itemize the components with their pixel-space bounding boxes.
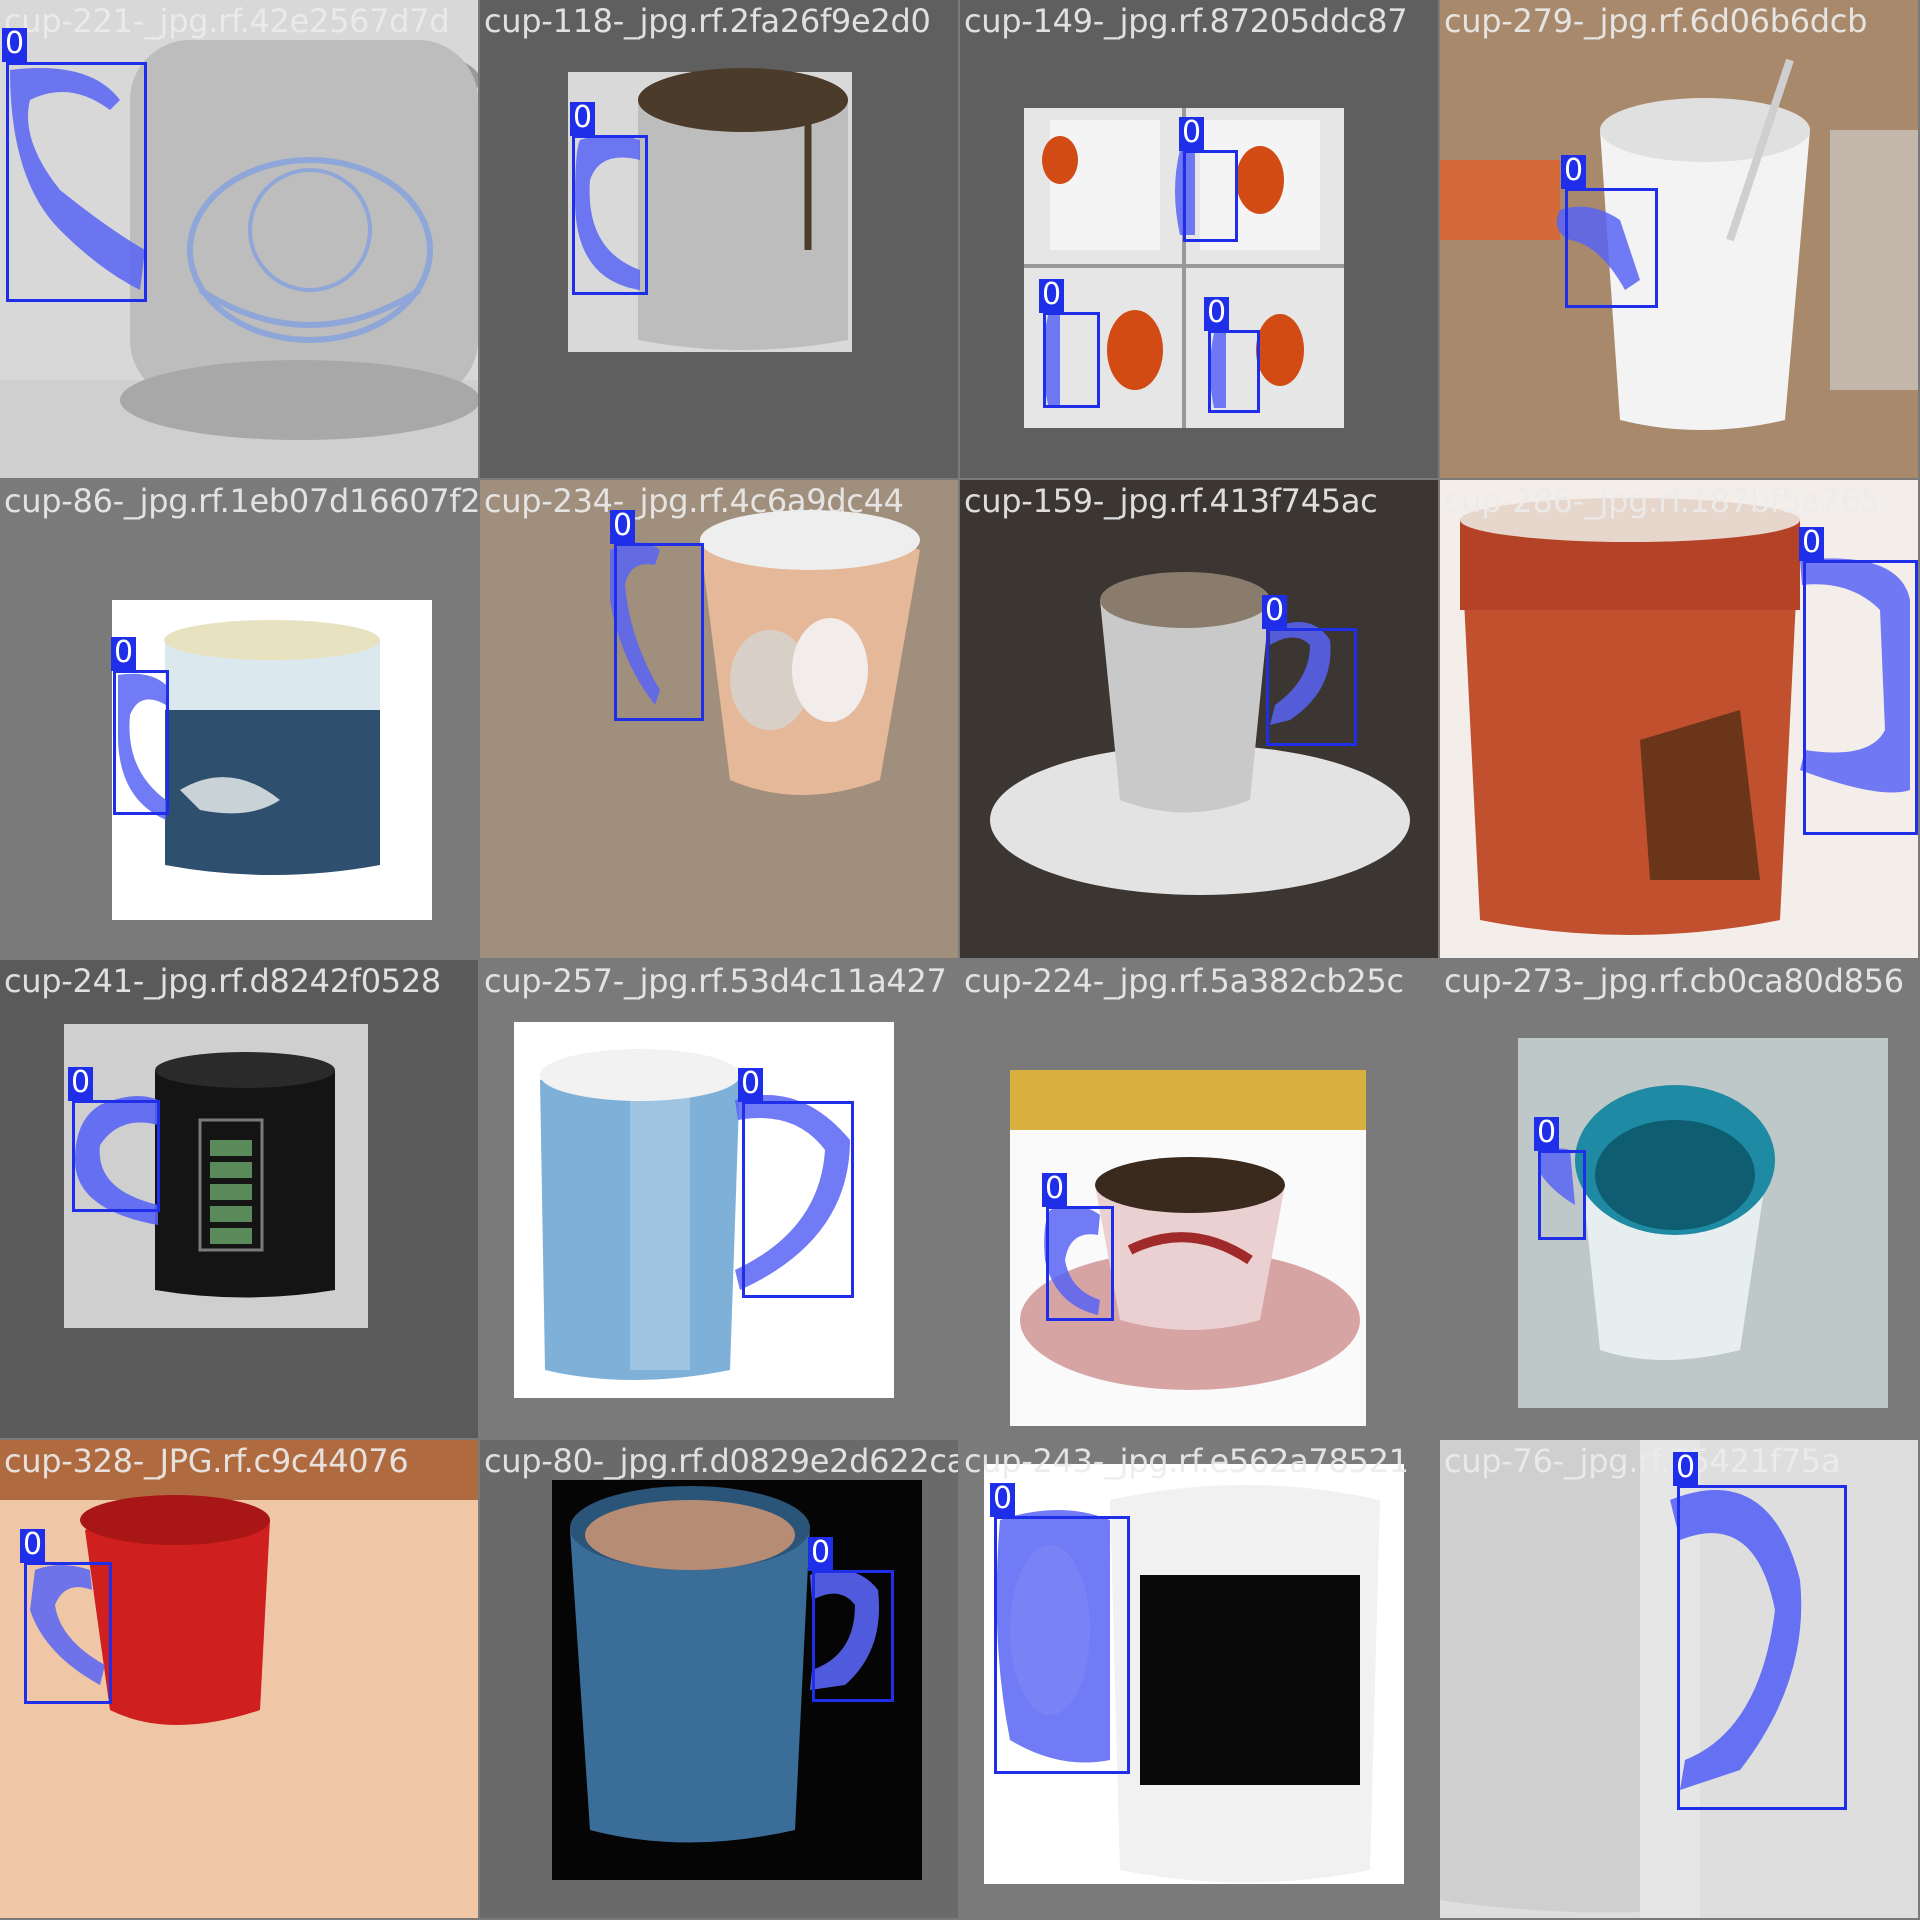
bounding-box: [72, 1100, 160, 1212]
photo-cup-glass-tea: [1440, 480, 1918, 958]
tile-filename: cup-279-_jpg.rf.6d06b6dcb: [1444, 2, 1868, 40]
photo-cup-gray-university-mug: [0, 0, 478, 478]
tile-filename: cup-221-_jpg.rf.42e2567d7d: [4, 2, 450, 40]
tile-filename: cup-286-_jpg.rf.187bf5a765: [1444, 482, 1881, 520]
bounding-box: [572, 135, 648, 295]
photo-cup-coffee-drip: [480, 0, 958, 478]
class-label: 0: [1179, 117, 1205, 151]
class-label: 0: [1673, 1452, 1699, 1486]
bounding-box: [1803, 560, 1918, 835]
class-label: 0: [20, 1529, 46, 1563]
bounding-box: [113, 670, 169, 815]
segmentation-mask: [1044, 1206, 1100, 1315]
tile-filename: cup-243-_jpg.rf.e562a78521: [964, 1442, 1409, 1480]
bounding-box: [614, 543, 704, 721]
tile-cup-279: 0 cup-279-_jpg.rf.6d06b6dcb: [1440, 0, 1918, 478]
tile-cup-76: 0 cup-76-_jpg.rf.75421f75a: [1440, 1440, 1918, 1918]
tile-cup-86: 0 cup-86-_jpg.rf.1eb07d16607f25: [0, 480, 478, 958]
photo-cup-blue-starbucks-mug: [480, 960, 958, 1438]
tile-filename: cup-257-_jpg.rf.53d4c11a427: [484, 962, 947, 1000]
class-label: 0: [610, 510, 636, 544]
bounding-box: [1538, 1150, 1586, 1240]
class-label: 0: [1204, 297, 1230, 331]
tile-filename: cup-224-_jpg.rf.5a382cb25c: [964, 962, 1404, 1000]
tile-filename: cup-159-_jpg.rf.413f745ac: [964, 482, 1378, 520]
tile-cup-221: 0 cup-221-_jpg.rf.42e2567d7d: [0, 0, 478, 478]
class-label: 0: [1262, 595, 1288, 629]
segmentation-mask: [75, 1096, 158, 1225]
tile-filename: cup-241-_jpg.rf.d8242f0528: [4, 962, 441, 1000]
tile-filename: cup-234-_jpg.rf.4c6a9dc44: [484, 482, 904, 520]
tile-cup-159: 0 cup-159-_jpg.rf.413f745ac: [960, 480, 1438, 958]
segmentation-mask: [118, 673, 166, 820]
tile-cup-149: 0 0 0 cup-149-_jpg.rf.87205ddc87: [960, 0, 1438, 478]
bounding-box: [1565, 188, 1658, 308]
class-label: 0: [68, 1067, 94, 1101]
tile-cup-224: 0 cup-224-_jpg.rf.5a382cb25c: [960, 960, 1438, 1438]
tile-cup-273: 0 cup-273-_jpg.rf.cb0ca80d856: [1440, 960, 1918, 1438]
bounding-box: [1677, 1485, 1847, 1810]
class-label: 0: [1042, 1173, 1068, 1207]
tile-filename: cup-273-_jpg.rf.cb0ca80d856: [1444, 962, 1904, 1000]
tile-cup-80: 0 cup-80-_jpg.rf.d0829e2d622ca: [480, 1440, 958, 1918]
class-label: 0: [1799, 527, 1825, 561]
bounding-box: [1266, 628, 1357, 746]
tile-cup-257: 0 cup-257-_jpg.rf.53d4c11a427: [480, 960, 958, 1438]
tile-cup-234: 0 cup-234-_jpg.rf.4c6a9dc44: [480, 480, 958, 958]
segmentation-mask: [996, 1510, 1110, 1763]
class-label: 0: [1039, 279, 1065, 313]
tile-filename: cup-80-_jpg.rf.d0829e2d622ca: [484, 1442, 958, 1480]
segmentation-mask: [30, 1565, 105, 1685]
class-label: 0: [808, 1537, 834, 1571]
bounding-box: [812, 1570, 894, 1702]
segmentation-mask: [1556, 206, 1640, 290]
photo-cup-red-mug-table: [0, 1440, 478, 1918]
bounding-box: [742, 1101, 854, 1298]
class-label: 0: [1561, 155, 1587, 189]
bounding-box: [994, 1516, 1130, 1774]
photo-cup-white-closeup: [1440, 1440, 1918, 1918]
tile-cup-328: 0 cup-328-_JPG.rf.c9c44076: [0, 1440, 478, 1918]
tile-cup-286: 0 cup-286-_jpg.rf.187bf5a765: [1440, 480, 1918, 958]
class-label: 0: [990, 1483, 1016, 1517]
bounding-box: [1208, 330, 1260, 413]
photo-cup-blue-3d-mug: [480, 1440, 958, 1918]
photo-cup-black-battery-mug: [0, 960, 478, 1438]
segmentation-mask: [575, 135, 640, 290]
bounding-box: [24, 1562, 112, 1704]
segmentation-mask: [1270, 622, 1331, 725]
photo-cup-shark-mug: [0, 480, 478, 958]
bounding-box: [1043, 312, 1100, 408]
tile-filename: cup-149-_jpg.rf.87205ddc87: [964, 2, 1408, 40]
tile-filename: cup-328-_JPG.rf.c9c44076: [4, 1442, 409, 1480]
tile-cup-241: 0 cup-241-_jpg.rf.d8242f0528: [0, 960, 478, 1438]
photo-cup-espresso-saucer: [960, 480, 1438, 958]
class-label: 0: [2, 28, 28, 62]
class-label: 0: [738, 1068, 764, 1102]
segmentation-mask: [610, 542, 660, 705]
tile-filename: cup-86-_jpg.rf.1eb07d16607f25: [4, 482, 478, 520]
segmentation-mask: [10, 68, 145, 290]
bounding-box: [1183, 150, 1238, 242]
class-label: 0: [570, 102, 596, 136]
class-label: 0: [111, 637, 137, 671]
segmentation-mask: [735, 1095, 850, 1290]
tile-cup-118: 0 cup-118-_jpg.rf.2fa26f9e2d0: [480, 0, 958, 478]
segmentation-mask: [1538, 1148, 1575, 1205]
photo-cup-white-with-spoon: [1440, 0, 1918, 478]
photo-cup-red-swirl-cup: [960, 960, 1438, 1438]
bounding-box: [1046, 1206, 1114, 1321]
tile-filename: cup-76-_jpg.rf.75421f75a: [1444, 1442, 1841, 1480]
tile-cup-243: 0 cup-243-_jpg.rf.e562a78521: [960, 1440, 1438, 1918]
tile-filename: cup-118-_jpg.rf.2fa26f9e2d0: [484, 2, 931, 40]
bounding-box: [6, 62, 147, 302]
segmentation-mask: [810, 1570, 880, 1690]
segmentation-mask: [1670, 1490, 1802, 1790]
segmentation-mask: [1800, 558, 1910, 793]
photo-cup-teal-cup-blanket: [1440, 960, 1918, 1438]
class-label: 0: [1534, 1117, 1560, 1151]
photo-cup-kitten-mug: [480, 480, 958, 958]
